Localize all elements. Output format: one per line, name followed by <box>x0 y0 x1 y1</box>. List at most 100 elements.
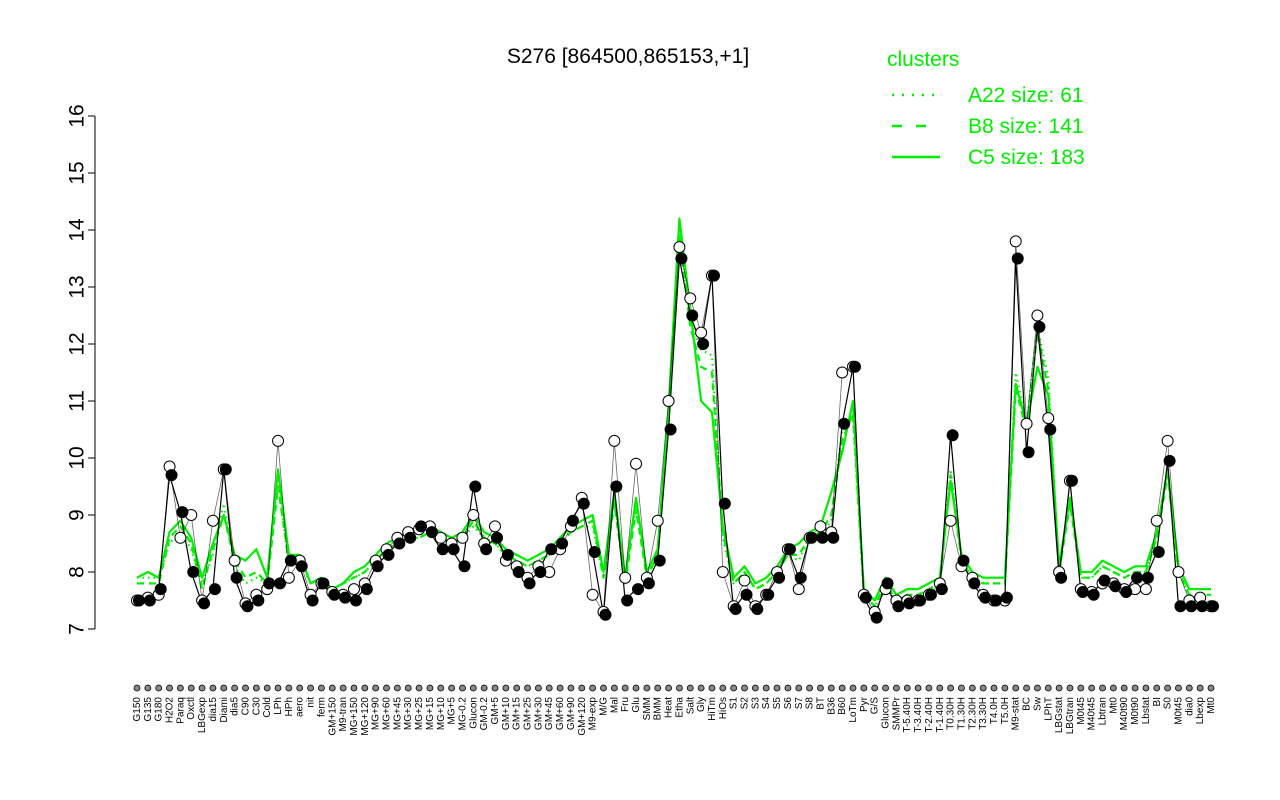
data-point-filled <box>1109 580 1122 593</box>
x-tick-label: H2O2 <box>165 697 176 724</box>
data-point-filled <box>935 583 948 596</box>
x-tick-mark <box>372 684 380 692</box>
x-tick-mark <box>925 684 933 692</box>
x-tick-label: Sw <box>1032 696 1043 711</box>
data-point-filled <box>317 577 330 590</box>
data-point-filled <box>154 583 167 596</box>
x-tick-mark <box>676 684 683 692</box>
x-tick-label: HiOs <box>718 697 729 719</box>
x-tick-label: T-1.40H <box>935 697 946 733</box>
x-tick-label: BMM <box>653 697 664 720</box>
data-point-filled <box>838 417 851 430</box>
data-point-filled <box>827 531 840 544</box>
data-point-filled <box>599 608 612 621</box>
data-point-filled <box>707 269 720 282</box>
x-tick-mark <box>274 684 282 692</box>
x-tick-label: Etha <box>674 697 685 718</box>
data-point-filled <box>1065 474 1078 487</box>
x-tick-mark <box>361 684 369 692</box>
x-tick-label: T5.0H <box>1000 697 1011 724</box>
data-point-open <box>206 514 219 527</box>
x-tick-label: B60 <box>837 697 848 715</box>
y-tick-label: 15 <box>66 161 89 184</box>
x-tick-mark <box>556 684 564 692</box>
data-point-filled <box>686 309 699 322</box>
data-point-open <box>684 292 697 305</box>
x-tick-mark <box>1109 684 1117 692</box>
x-tick-label: S3 <box>750 697 761 710</box>
x-tick-label: T-3.40H <box>913 697 924 733</box>
data-point-filled <box>469 480 482 493</box>
x-tick-label: MG-0.2 <box>457 697 468 731</box>
x-tick-mark <box>502 684 510 692</box>
x-tick-mark <box>784 684 792 692</box>
x-tick-label: T2.30H <box>967 697 978 730</box>
data-point-filled <box>566 514 579 527</box>
x-tick-label: S6 <box>783 697 794 710</box>
x-tick-mark <box>491 684 499 692</box>
x-tick-mark <box>187 684 195 692</box>
x-tick-label: Lbtran <box>1098 697 1109 725</box>
x-tick-label: T3.30H <box>978 697 989 730</box>
x-tick-mark <box>849 684 857 692</box>
x-tick-mark <box>730 684 738 692</box>
x-tick-mark <box>1207 684 1215 692</box>
data-point-filled <box>903 597 916 610</box>
data-point-open <box>434 531 447 544</box>
data-point-filled <box>1120 585 1133 598</box>
x-tick-mark <box>285 684 293 692</box>
data-point-open <box>944 514 957 527</box>
x-tick-mark <box>1185 684 1193 692</box>
data-point-open <box>738 574 751 587</box>
x-tick-mark <box>1012 684 1020 692</box>
data-point-filled <box>751 603 764 616</box>
x-tick-label: MG+60 <box>382 697 393 731</box>
data-point-open <box>1042 412 1055 425</box>
data-point-filled <box>1131 571 1144 584</box>
data-point-filled <box>990 594 1003 607</box>
x-tick-label: G135 <box>143 697 154 722</box>
data-point-filled <box>263 577 276 590</box>
x-tick-label: S1 <box>729 697 740 710</box>
x-tick-label: dia15 <box>208 697 219 722</box>
x-tick-mark <box>1153 684 1161 692</box>
data-point-filled <box>1196 600 1209 613</box>
data-point-open <box>1150 514 1163 527</box>
data-point-filled <box>849 360 861 373</box>
x-tick-mark <box>773 684 781 692</box>
x-tick-label: M0t90 <box>1130 697 1141 725</box>
x-tick-mark <box>1099 684 1106 692</box>
x-tick-mark <box>296 684 304 692</box>
data-point-filled <box>274 577 287 590</box>
data-point-filled <box>198 597 211 610</box>
legend-entry-b8: B8 size: 141 <box>968 115 1084 138</box>
data-point-filled <box>230 571 243 584</box>
x-tick-label: GM-0.2 <box>479 697 490 731</box>
data-point-filled <box>339 591 352 604</box>
x-tick-label: Pyr <box>859 696 870 712</box>
x-tick-mark <box>947 684 955 692</box>
data-point-filled <box>545 543 558 556</box>
data-point-filled <box>577 497 590 510</box>
x-tick-mark <box>339 684 347 692</box>
x-tick-label: BC <box>1022 697 1033 711</box>
data-point-filled <box>360 583 373 596</box>
x-tick-mark <box>350 684 358 692</box>
data-point-filled <box>556 537 569 550</box>
x-tick-label: MG+5 <box>447 697 458 725</box>
x-tick-label: Fru <box>620 697 631 712</box>
x-tick-mark <box>469 684 477 692</box>
x-tick-mark <box>979 684 987 692</box>
legend-entry-a22: A22 size: 61 <box>968 84 1084 107</box>
x-tick-label: S7 <box>794 697 805 710</box>
data-point-filled <box>1098 574 1111 587</box>
data-point-filled <box>501 548 514 561</box>
data-point-filled <box>783 543 796 556</box>
data-point-open <box>489 520 501 533</box>
x-tick-mark <box>1055 684 1063 692</box>
data-point-open <box>174 531 187 544</box>
data-point-open <box>1020 417 1033 430</box>
x-tick-mark <box>415 684 423 692</box>
data-point-filled <box>1185 600 1198 613</box>
data-point-filled <box>968 577 981 590</box>
